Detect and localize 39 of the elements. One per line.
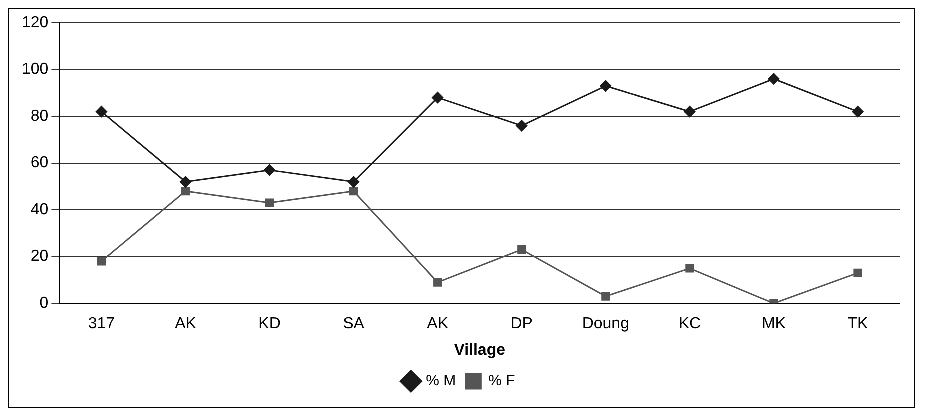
point	[852, 106, 864, 118]
x-tick-label: SA	[343, 316, 365, 333]
y-tick-label: 0	[40, 295, 49, 312]
point	[350, 187, 358, 196]
point	[432, 92, 444, 104]
point	[686, 264, 694, 273]
x-tick-label: MK	[762, 316, 786, 333]
point	[854, 268, 862, 278]
x-tick-label: AK	[175, 316, 197, 333]
point	[518, 246, 526, 254]
point	[684, 106, 696, 118]
x-tick-label: DP	[510, 316, 533, 333]
point	[96, 106, 108, 118]
x-axis-title: Village	[454, 342, 506, 359]
x-tick-label: 317	[88, 316, 116, 333]
point	[265, 198, 274, 208]
point	[264, 164, 276, 176]
y-tick-label: 80	[30, 108, 49, 125]
x-tick-label: AK	[427, 316, 449, 333]
x-tick-label: Doung	[582, 316, 630, 333]
point	[768, 73, 780, 85]
point	[180, 176, 192, 188]
point	[348, 176, 360, 188]
point	[516, 120, 528, 132]
x-tick-label: TK	[848, 316, 869, 333]
point	[602, 292, 610, 301]
point	[97, 257, 106, 266]
point	[600, 80, 612, 92]
y-tick-label: 120	[22, 14, 49, 32]
point	[434, 278, 442, 287]
legend-label: % F	[488, 372, 516, 390]
y-tick-label: 40	[30, 201, 49, 218]
x-tick-label: KC	[678, 316, 702, 333]
legend-label: % M	[426, 372, 456, 390]
y-tick-label: 60	[30, 154, 49, 172]
y-tick-label: 20	[30, 248, 49, 266]
point	[181, 187, 190, 196]
x-tick-label: KD	[258, 316, 281, 333]
y-tick-label: 100	[22, 61, 49, 78]
